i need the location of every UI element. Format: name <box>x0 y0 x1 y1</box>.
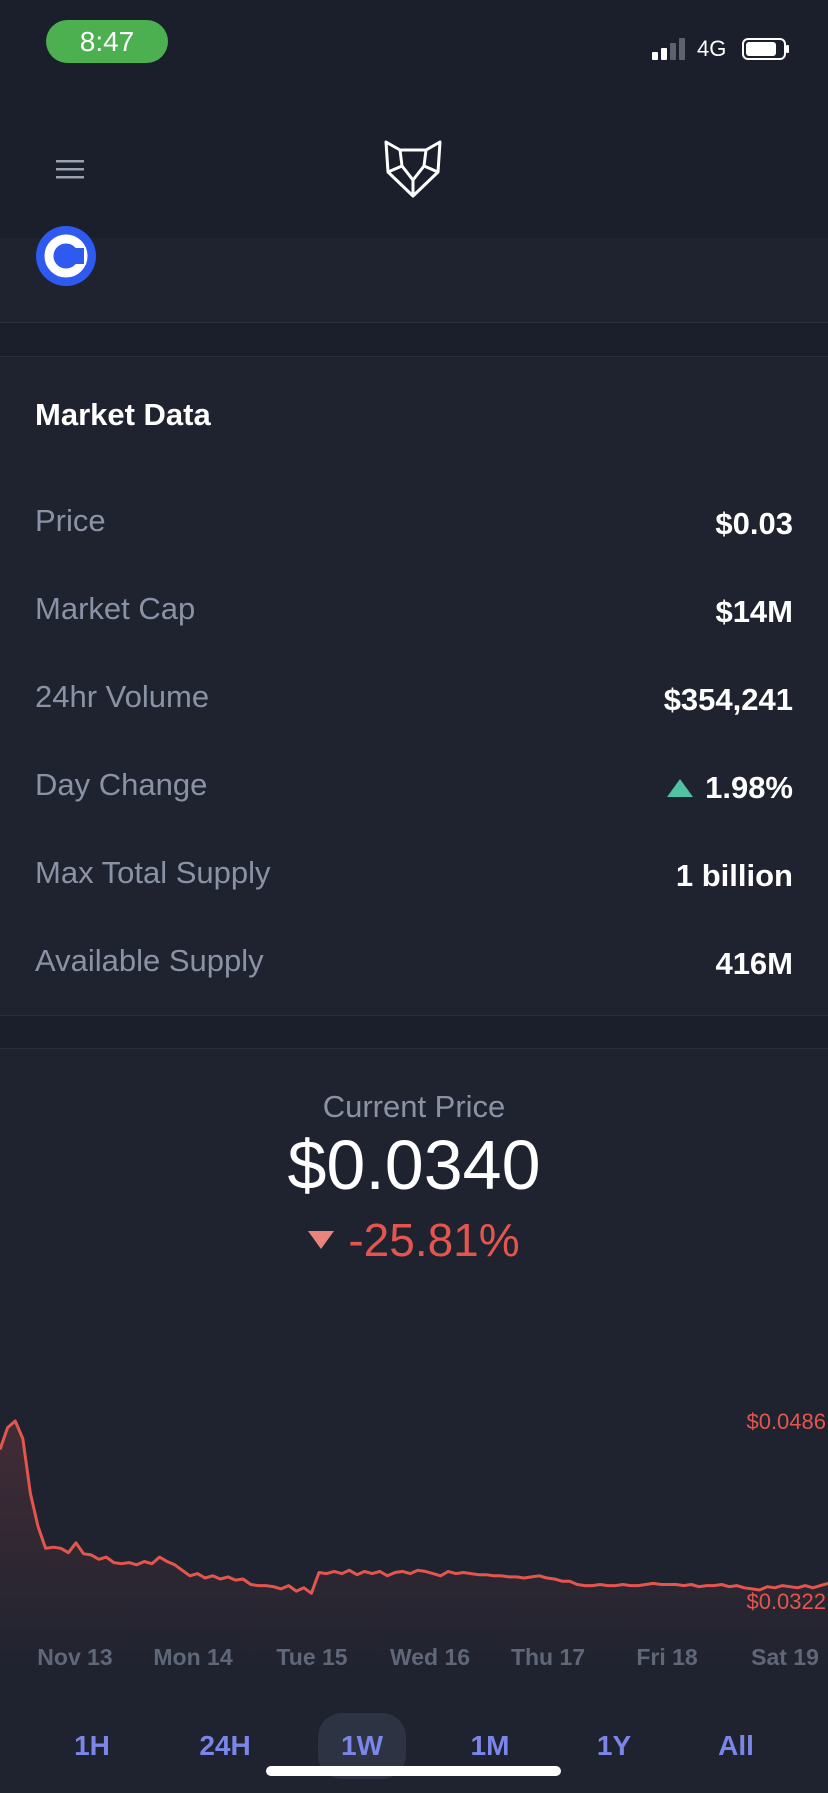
signal-strength-icon <box>652 38 685 60</box>
market-cap-value-text: $14M <box>715 594 793 629</box>
up-arrow-icon <box>667 779 694 797</box>
x-tick-label: Thu 17 <box>511 1644 585 1669</box>
day-change-value: 1.98% <box>667 770 793 806</box>
chart-series-line <box>0 1419 828 1595</box>
down-arrow-icon <box>308 1231 335 1249</box>
price-change-value: -25.81% <box>348 1214 520 1266</box>
volume-row: 24hr Volume $354,241 <box>35 679 793 739</box>
time-pill: 8:47 <box>46 20 168 63</box>
market-data-title: Market Data <box>35 397 211 432</box>
day-change-label: Day Change <box>35 767 208 802</box>
day-change-row: Day Change 1.98% <box>35 767 793 827</box>
volume-label: 24hr Volume <box>35 679 210 714</box>
market-cap-row: Market Cap $14M <box>35 591 793 651</box>
x-tick-label: Wed 16 <box>390 1644 470 1669</box>
x-tick-label: Nov 13 <box>37 1644 112 1669</box>
day-change-value-text: 1.98% <box>705 770 793 805</box>
volume-value: $354,241 <box>664 682 793 718</box>
available-supply-value-text: 416M <box>715 946 793 981</box>
range-tab-1y[interactable]: 1Y <box>596 1730 632 1761</box>
volume-value-text: $354,241 <box>663 682 793 717</box>
max-supply-row: Max Total Supply 1 billion <box>35 855 793 915</box>
market-cap-label: Market Cap <box>35 591 196 626</box>
x-axis-ticks: Nov 13 Mon 14 Tue 15 Wed 16 Thu 17 Fri 18 Sat … <box>37 1644 819 1669</box>
app-header <box>0 90 828 239</box>
price-value: $0.03 <box>715 506 793 542</box>
available-supply-row: Available Supply 416M <box>35 943 793 1003</box>
y-max-label: $0.0486 <box>746 1409 826 1434</box>
x-tick-label: Mon 14 <box>153 1644 232 1669</box>
range-tab-1m[interactable]: 1M <box>470 1730 510 1761</box>
price-line-chart[interactable]: $0.0486 $0.0322 Nov 13 Mon 14 Tue 15 Wed 16… <box>0 1329 828 1669</box>
range-tab-all[interactable]: All <box>718 1730 754 1761</box>
x-tick-label: Tue 15 <box>276 1644 347 1669</box>
current-price-label: Current Price <box>322 1089 506 1124</box>
max-supply-value-text: 1 billion <box>675 858 793 893</box>
available-supply-label: Available Supply <box>35 943 264 978</box>
chart-area-fill <box>0 1421 828 1669</box>
max-supply-label: Max Total Supply <box>35 855 271 890</box>
price-row: Price $0.03 <box>35 503 793 563</box>
price-chart-card: Current Price $0.0340 -25.81% $0.0486 $0… <box>0 1048 828 1793</box>
y-min-label: $0.0322 <box>746 1589 826 1614</box>
market-cap-value: $14M <box>715 594 793 630</box>
network-type: 4G <box>697 36 727 61</box>
asset-summary-card <box>0 226 828 323</box>
price-change: -25.81% <box>0 1213 828 1267</box>
available-supply-value: 416M <box>715 946 793 982</box>
clock-time: 8:47 <box>79 25 135 57</box>
x-tick-label: Fri 18 <box>636 1644 698 1669</box>
time-range-tabs: 1H 24H 1W 1M 1Y All <box>0 1713 828 1783</box>
fox-logo-icon[interactable] <box>380 136 446 202</box>
coin-logo-icon <box>36 226 96 286</box>
current-price-value: $0.0340 <box>287 1126 541 1204</box>
max-supply-value: 1 billion <box>676 858 793 894</box>
battery-icon <box>742 38 789 60</box>
hamburger-menu-icon[interactable] <box>56 158 86 182</box>
market-data-card: Market Data Price $0.03 Market Cap $14M … <box>0 356 828 1016</box>
status-bar: 8:47 4G <box>0 0 828 90</box>
range-tab-1h[interactable]: 1H <box>74 1730 110 1761</box>
x-tick-label: Sat 19 <box>751 1644 819 1669</box>
home-indicator[interactable] <box>266 1766 561 1776</box>
price-label: Price <box>35 503 106 538</box>
range-tab-24h[interactable]: 24H <box>199 1730 251 1761</box>
price-value-text: $0.03 <box>715 506 793 541</box>
